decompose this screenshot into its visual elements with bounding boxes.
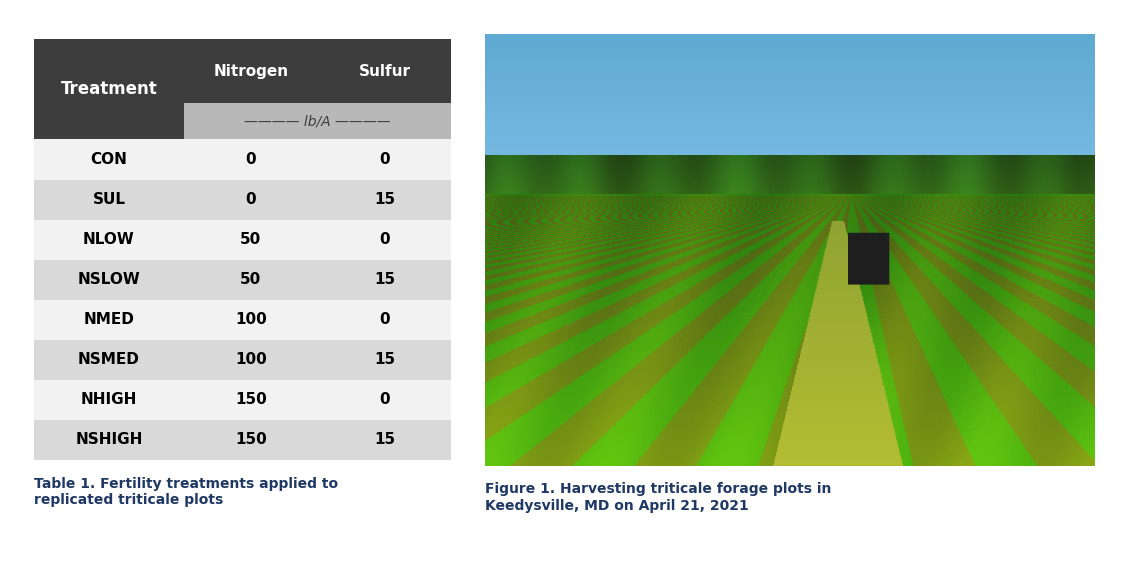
Text: NSHIGH: NSHIGH bbox=[76, 433, 142, 448]
Text: SUL: SUL bbox=[92, 192, 125, 207]
FancyBboxPatch shape bbox=[318, 420, 451, 460]
FancyBboxPatch shape bbox=[34, 340, 184, 380]
FancyBboxPatch shape bbox=[34, 219, 184, 260]
Text: NSMED: NSMED bbox=[78, 352, 140, 367]
Text: NHIGH: NHIGH bbox=[81, 392, 138, 407]
Text: 100: 100 bbox=[235, 312, 266, 327]
FancyBboxPatch shape bbox=[34, 260, 184, 300]
FancyBboxPatch shape bbox=[184, 180, 318, 219]
FancyBboxPatch shape bbox=[318, 219, 451, 260]
Text: 50: 50 bbox=[240, 232, 262, 247]
Text: 0: 0 bbox=[246, 192, 256, 207]
Text: Figure 1. Harvesting triticale forage plots in
Keedysville, MD on April 21, 2021: Figure 1. Harvesting triticale forage pl… bbox=[485, 482, 831, 513]
FancyBboxPatch shape bbox=[318, 340, 451, 380]
Text: Nitrogen: Nitrogen bbox=[213, 64, 289, 79]
FancyBboxPatch shape bbox=[318, 140, 451, 180]
Text: Treatment: Treatment bbox=[61, 80, 157, 98]
FancyBboxPatch shape bbox=[318, 380, 451, 420]
Text: 0: 0 bbox=[379, 232, 390, 247]
FancyBboxPatch shape bbox=[184, 103, 451, 140]
Text: 0: 0 bbox=[379, 312, 390, 327]
Text: 100: 100 bbox=[235, 352, 266, 367]
FancyBboxPatch shape bbox=[184, 219, 318, 260]
FancyBboxPatch shape bbox=[318, 180, 451, 219]
FancyBboxPatch shape bbox=[184, 39, 318, 103]
Text: 15: 15 bbox=[373, 352, 395, 367]
FancyBboxPatch shape bbox=[184, 380, 318, 420]
FancyBboxPatch shape bbox=[318, 39, 451, 103]
Text: Table 1. Fertility treatments applied to
replicated triticale plots: Table 1. Fertility treatments applied to… bbox=[34, 477, 338, 507]
FancyBboxPatch shape bbox=[184, 260, 318, 300]
Text: NMED: NMED bbox=[83, 312, 134, 327]
FancyBboxPatch shape bbox=[34, 180, 184, 219]
FancyBboxPatch shape bbox=[318, 260, 451, 300]
Text: CON: CON bbox=[90, 152, 127, 167]
FancyBboxPatch shape bbox=[184, 420, 318, 460]
Text: 0: 0 bbox=[379, 392, 390, 407]
FancyBboxPatch shape bbox=[34, 300, 184, 340]
Text: ———— lb/A ————: ———— lb/A ———— bbox=[245, 114, 391, 128]
FancyBboxPatch shape bbox=[184, 300, 318, 340]
Text: 150: 150 bbox=[235, 433, 266, 448]
FancyBboxPatch shape bbox=[34, 39, 184, 140]
FancyBboxPatch shape bbox=[34, 420, 184, 460]
FancyBboxPatch shape bbox=[34, 140, 184, 180]
FancyBboxPatch shape bbox=[318, 300, 451, 340]
Text: 0: 0 bbox=[246, 152, 256, 167]
Text: Sulfur: Sulfur bbox=[359, 64, 411, 79]
Text: NSLOW: NSLOW bbox=[78, 272, 140, 287]
Text: 15: 15 bbox=[373, 433, 395, 448]
Text: 15: 15 bbox=[373, 192, 395, 207]
Text: 0: 0 bbox=[379, 152, 390, 167]
FancyBboxPatch shape bbox=[34, 380, 184, 420]
Text: 15: 15 bbox=[373, 272, 395, 287]
Text: 150: 150 bbox=[235, 392, 266, 407]
FancyBboxPatch shape bbox=[184, 340, 318, 380]
Text: 50: 50 bbox=[240, 272, 262, 287]
Text: NLOW: NLOW bbox=[83, 232, 135, 247]
FancyBboxPatch shape bbox=[184, 140, 318, 180]
